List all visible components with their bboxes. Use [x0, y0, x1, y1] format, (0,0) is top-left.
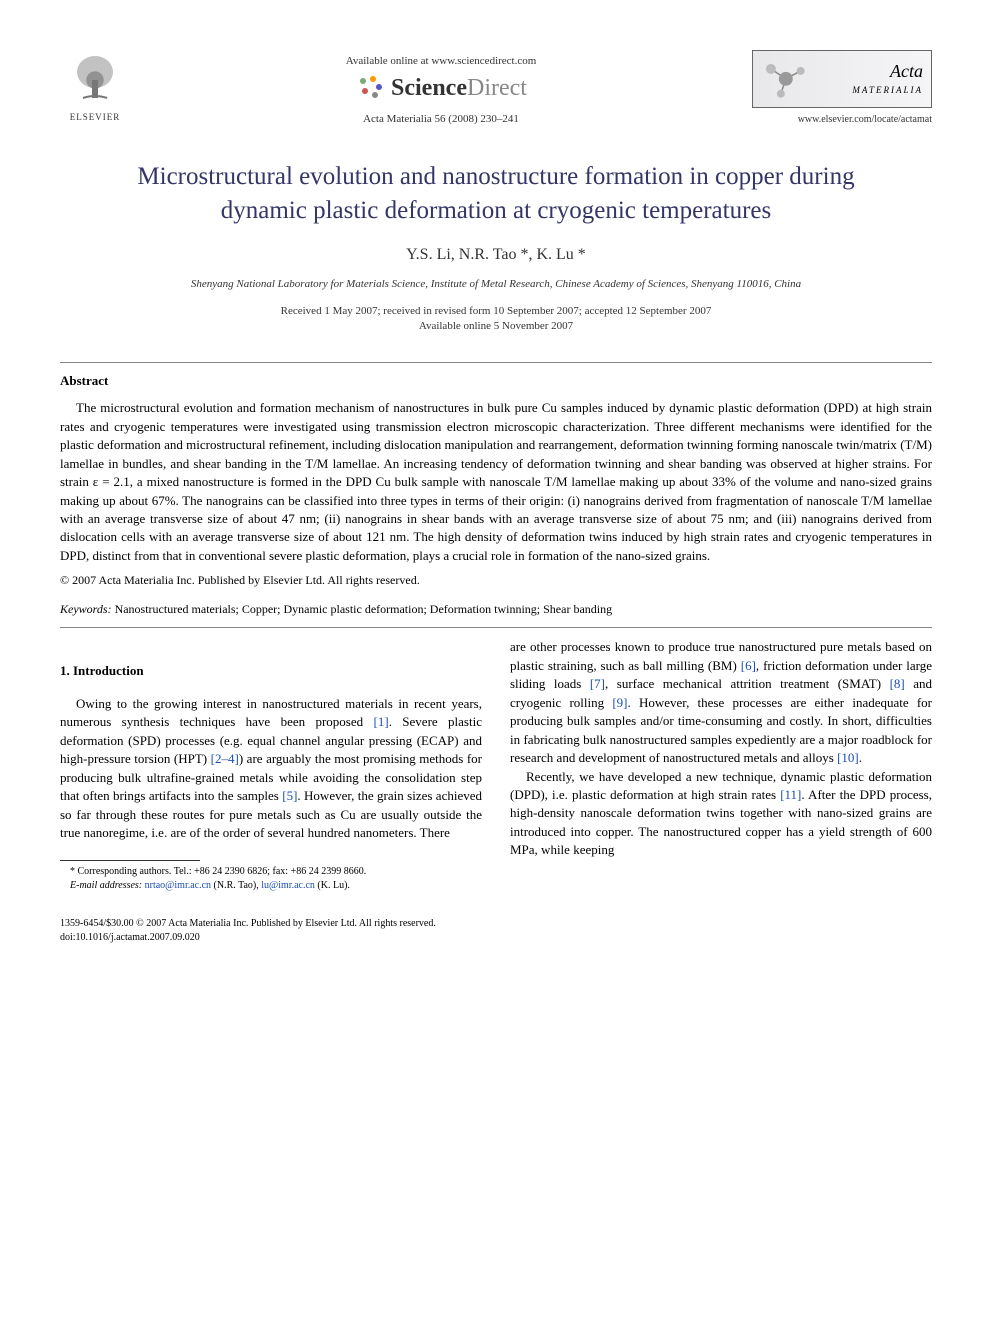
sciencedirect-text: ScienceDirect	[391, 75, 527, 102]
section-1-heading: 1. Introduction	[60, 662, 482, 680]
abstract-copyright: © 2007 Acta Materialia Inc. Published by…	[60, 573, 932, 588]
sd-strong: Science	[391, 75, 467, 101]
intro-paragraph-2-right: Recently, we have developed a new techni…	[510, 768, 932, 860]
journal-url: www.elsevier.com/locate/actamat	[752, 114, 932, 125]
article-title: Microstructural evolution and nanostruct…	[100, 160, 892, 228]
corr-label: * Corresponding authors. Tel.: +86 24 23…	[70, 866, 366, 877]
column-left: 1. Introduction Owing to the growing int…	[60, 638, 482, 893]
keywords-text: Nanostructured materials; Copper; Dynami…	[112, 602, 613, 616]
ref-10[interactable]: [10]	[837, 750, 859, 765]
elsevier-tree-icon	[65, 50, 125, 110]
molecule-icon	[761, 59, 811, 99]
acta-text: Acta MATERIALIA	[817, 61, 923, 98]
intro-paragraph-1-right: are other processes known to produce tru…	[510, 638, 932, 767]
acta-name: Acta	[890, 61, 923, 81]
ref-1[interactable]: [1]	[374, 714, 389, 729]
dates-received: Received 1 May 2007; received in revised…	[281, 305, 712, 317]
email-1[interactable]: nrtao@imr.ac.cn	[145, 880, 211, 891]
rule-bottom	[60, 627, 932, 628]
abstract-text: The microstructural evolution and format…	[60, 399, 932, 565]
available-online-text: Available online at www.sciencedirect.co…	[130, 55, 752, 67]
ref-8[interactable]: [8]	[890, 676, 905, 691]
abstract-body: The microstructural evolution and format…	[60, 399, 932, 565]
header-row: ELSEVIER Available online at www.science…	[60, 50, 932, 135]
p1r-m2: , surface mechanical attrition treatment…	[605, 676, 890, 691]
article-dates: Received 1 May 2007; received in revised…	[60, 304, 932, 335]
email-2[interactable]: lu@imr.ac.cn	[261, 880, 315, 891]
authors: Y.S. Li, N.R. Tao *, K. Lu *	[60, 246, 932, 264]
email-label: E-mail addresses:	[70, 880, 142, 891]
sciencedirect-dots-icon	[355, 73, 385, 103]
keywords-line: Keywords: Nanostructured materials; Copp…	[60, 602, 932, 617]
dates-online: Available online 5 November 2007	[419, 320, 573, 332]
intro-paragraph-1-left: Owing to the growing interest in nanostr…	[60, 695, 482, 843]
ref-9[interactable]: [9]	[612, 695, 627, 710]
p1r-post: .	[859, 750, 862, 765]
journal-logo-block: Acta MATERIALIA www.elsevier.com/locate/…	[752, 50, 932, 125]
journal-reference: Acta Materialia 56 (2008) 230–241	[130, 113, 752, 125]
footer-doi: doi:10.1016/j.actamat.2007.09.020	[60, 931, 932, 945]
acta-materialia-logo: Acta MATERIALIA	[752, 50, 932, 108]
sciencedirect-brand: ScienceDirect	[130, 73, 752, 103]
elsevier-logo: ELSEVIER	[60, 50, 130, 135]
footer-copyright: 1359-6454/$30.00 © 2007 Acta Materialia …	[60, 917, 932, 931]
email-1-name: (N.R. Tao),	[211, 880, 261, 891]
ref-2-4[interactable]: [2–4]	[211, 751, 239, 766]
ref-7[interactable]: [7]	[590, 676, 605, 691]
keywords-label: Keywords:	[60, 602, 112, 616]
elsevier-label: ELSEVIER	[70, 112, 121, 122]
rule-top	[60, 362, 932, 363]
center-header: Available online at www.sciencedirect.co…	[130, 50, 752, 125]
body-columns: 1. Introduction Owing to the growing int…	[60, 638, 932, 893]
footnote-rule	[60, 860, 200, 861]
ref-11[interactable]: [11]	[780, 787, 801, 802]
page-footer: 1359-6454/$30.00 © 2007 Acta Materialia …	[60, 917, 932, 945]
ref-5[interactable]: [5]	[282, 788, 297, 803]
abstract-heading: Abstract	[60, 373, 932, 389]
column-right: are other processes known to produce tru…	[510, 638, 932, 893]
acta-sub: MATERIALIA	[852, 85, 923, 95]
affiliation: Shenyang National Laboratory for Materia…	[60, 278, 932, 290]
corresponding-author-footnote: * Corresponding authors. Tel.: +86 24 23…	[60, 865, 482, 893]
email-2-name: (K. Lu).	[315, 880, 350, 891]
ref-6[interactable]: [6]	[741, 658, 756, 673]
sd-light: Direct	[467, 75, 527, 101]
